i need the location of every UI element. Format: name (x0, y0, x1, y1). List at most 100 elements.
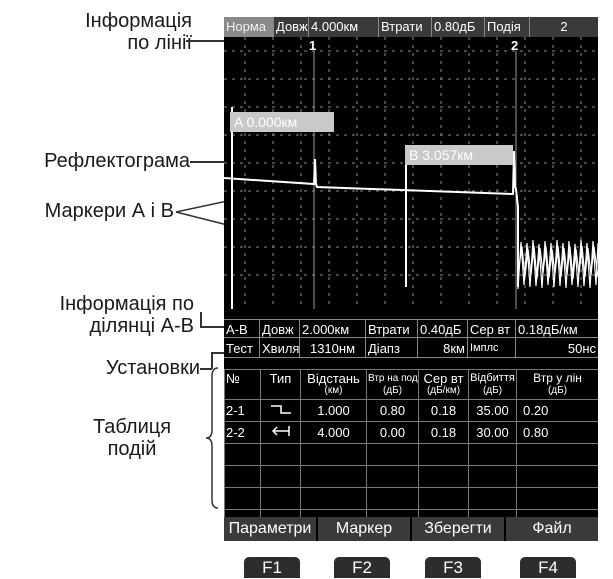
event-loss: 0.80 (366, 399, 419, 422)
leader-section-h (200, 326, 224, 328)
col-header-event-loss-unit: (дБ) (382, 385, 403, 396)
event-value: 2 (530, 17, 598, 37)
event-label: Подія (485, 17, 530, 37)
params-softkey[interactable]: Параметри (224, 517, 318, 541)
marker-b-badge[interactable]: B 3.057км (405, 145, 513, 165)
events-header-row: № Тип Відстань (км) Втр на под (дБ) Сер вт… (224, 369, 598, 400)
settings-pulse-value: 50нс (567, 341, 596, 356)
col-header-line-loss-title: Втр у лін (533, 371, 582, 385)
f4-key[interactable]: F4 (520, 557, 576, 578)
section-length-value: 2.000км (300, 320, 366, 339)
callout-events-table: Таблиця подій (60, 416, 204, 460)
col-header-distance: Відстань (км) (300, 369, 367, 400)
file-softkey[interactable]: Файл (506, 517, 598, 541)
settings-wave-value: 1310нм (300, 339, 366, 358)
col-header-type: Тип (260, 369, 301, 400)
length-value: 4.000км (309, 17, 379, 37)
settings-row: Тест Хвиля 1310нм Діапз 8км Імплс 50нс (224, 339, 598, 358)
end-arrow-icon (260, 421, 301, 444)
callout-section-l1: Інформація по (59, 293, 194, 315)
table-row (224, 487, 598, 510)
col-header-type-title: Тип (269, 371, 292, 386)
marker-softkey[interactable]: Маркер (318, 517, 412, 541)
leader-settings-h2 (211, 352, 224, 354)
event-loss: 0.00 (366, 421, 419, 444)
event-line-loss: 0.80 (516, 421, 598, 444)
event-num: 2-2 (224, 421, 261, 444)
section-name: А-В (224, 320, 260, 339)
callout-settings-text: Установки (105, 357, 200, 379)
settings-range-value: 8км (418, 339, 468, 358)
col-header-event-loss-title: Втр на под (368, 373, 418, 384)
settings-pulse-label: Імплс (468, 339, 516, 358)
status-badge: Норма (224, 17, 274, 37)
leader-line-info (186, 40, 224, 42)
table-row (224, 443, 598, 466)
reflectogram-plot[interactable]: 1 2 A 0.000км B 3.057км (224, 37, 598, 309)
col-header-avg-loss-title: Сер вт (423, 371, 464, 386)
save-softkey[interactable]: Зберегти (412, 517, 506, 541)
plot-svg (224, 37, 598, 309)
otdr-screen: Норма Довж 4.000км Втрати 0.80дБ Подія 2 (224, 17, 598, 541)
settings-mode: Тест (224, 339, 260, 358)
callout-markers: Маркери А і В (10, 200, 174, 222)
callout-line-info-l2: по лінії (127, 32, 192, 54)
f2-key[interactable]: F2 (334, 557, 390, 578)
event-reflection: 35.00 (468, 399, 517, 422)
event-line-loss: 0.20 (516, 399, 598, 422)
f1-key[interactable]: F1 (244, 557, 300, 578)
col-header-event-loss: Втр на под (дБ) (366, 369, 419, 400)
callout-section-l2: ділянці А-В (89, 315, 194, 337)
col-header-distance-unit: (км) (324, 385, 343, 396)
col-header-reflection: Відбиття (дБ) (468, 369, 517, 400)
marker-a-badge[interactable]: A 0.000км (230, 112, 334, 132)
table-row[interactable]: 2-1 1.000 0.80 0.18 35.00 0.20 (224, 399, 598, 422)
softkey-bar: Параметри Маркер Зберегти Файл (224, 517, 598, 541)
leader-reflectogram (190, 161, 224, 163)
f3-key[interactable]: F3 (425, 557, 481, 578)
leader-settings-h (200, 368, 212, 370)
callout-reflectogram: Рефлектограма (10, 150, 190, 172)
callout-settings: Установки (60, 357, 200, 379)
callout-section-info: Інформація по ділянці А-В (10, 293, 194, 337)
loss-label: Втрати (379, 17, 432, 37)
settings-range-label: Діапз (366, 339, 418, 358)
table-row (224, 465, 598, 488)
callout-markers-text: Маркери А і В (44, 200, 174, 222)
col-header-reflection-title: Відбиття (470, 372, 515, 384)
settings-wave-label: Хвиля (262, 339, 300, 358)
length-label: Довж (274, 17, 309, 37)
col-header-avg-loss-unit: (дБ/км) (426, 385, 461, 396)
col-header-num-title: № (226, 371, 240, 386)
col-header-line-loss: Втр у лін (дБ) (516, 369, 598, 400)
section-length-label: Довж (260, 320, 300, 339)
callout-line-info: Інформація по лінії (40, 10, 192, 54)
section-avg-value: 0.18дБ/км (518, 322, 578, 337)
callout-reflectogram-text: Рефлектограма (44, 150, 190, 172)
event-distance: 4.000 (300, 421, 367, 444)
col-header-line-loss-unit: (дБ) (547, 385, 568, 396)
table-row[interactable]: 2-2 4.000 0.00 0.18 30.00 0.80 (224, 421, 598, 444)
section-loss-label: Втрати (366, 320, 418, 339)
events-bracket (205, 367, 219, 509)
section-info-row: А-В Довж 2.000км Втрати 0.40дБ Сер вт 0.… (224, 319, 598, 339)
col-header-num: № (224, 369, 261, 400)
col-header-reflection-unit: (дБ) (482, 385, 503, 396)
line-info-bar: Норма Довж 4.000км Втрати 0.80дБ Подія 2 (224, 17, 598, 37)
leader-settings-v (211, 352, 213, 369)
step-down-icon (260, 399, 301, 422)
marker-2-label: 2 (511, 38, 519, 53)
leader-section-v (200, 312, 202, 327)
event-avg-loss: 0.18 (418, 399, 469, 422)
callout-line-info-l1: Інформація (85, 10, 192, 32)
event-avg-loss: 0.18 (418, 421, 469, 444)
event-distance: 1.000 (300, 399, 367, 422)
events-table: № Тип Відстань (км) Втр на под (дБ) Сер вт… (224, 369, 598, 532)
reflectogram-trace (224, 150, 519, 287)
noise-floor (517, 239, 598, 290)
callout-events-l2: подій (107, 438, 157, 460)
section-loss-value: 0.40дБ (418, 320, 468, 339)
event-num: 2-1 (224, 399, 261, 422)
marker-1-label: 1 (309, 38, 317, 53)
col-header-distance-title: Відстань (307, 371, 360, 386)
